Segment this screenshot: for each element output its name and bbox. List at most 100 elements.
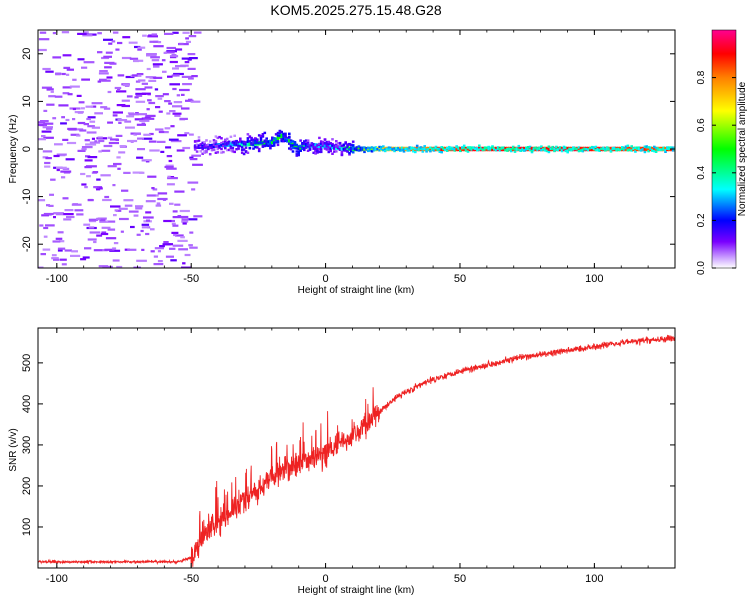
spectrogram-cell (508, 147, 511, 150)
spectrogram-cell (440, 146, 443, 152)
spectrogram-cell (562, 147, 566, 150)
spectrogram-cell (44, 161, 51, 165)
spectrogram-cell (189, 231, 194, 234)
spectrogram-cell (624, 145, 628, 148)
spectrogram-cell (242, 152, 246, 156)
spectrogram-cell (170, 259, 177, 262)
spectrogram-cell (513, 147, 517, 151)
spectrogram-cell (155, 194, 159, 197)
spectrogram-cell (470, 148, 474, 151)
spectrogram-cell (41, 214, 49, 217)
spectrogram-cell (125, 126, 135, 129)
spectrogram-cell (666, 146, 669, 149)
spectrogram-cell (303, 140, 306, 143)
spectrogram-cell (173, 233, 177, 237)
spectrogram-cell (521, 147, 524, 151)
spectrogram-cell (244, 150, 248, 154)
spectrogram-cell (76, 213, 84, 216)
spectrogram-cell (203, 143, 206, 146)
spectrogram-cell (242, 148, 246, 151)
spectrogram-cell (240, 148, 244, 152)
spectrogram-cell (61, 263, 67, 266)
spectrogram-cell (135, 205, 144, 208)
spectrogram-cell (155, 106, 161, 109)
spectrogram-cell (431, 148, 434, 151)
spectrogram-cell (634, 150, 637, 153)
spectrogram-cell (521, 149, 524, 152)
spectrogram-cell (427, 148, 430, 151)
spectrogram-cell (189, 246, 198, 249)
spectrogram-cell (312, 151, 315, 154)
spectrogram-cell (216, 151, 220, 154)
spectrogram-cell (306, 145, 310, 148)
spectrogram-cell (203, 149, 206, 153)
spectrogram-cell (449, 148, 453, 151)
spectrogram-cell (166, 183, 175, 186)
spectrogram-cell (52, 117, 57, 120)
spectrogram-cell (383, 148, 387, 151)
spectrogram-cell (406, 149, 410, 152)
spectrogram-cell (44, 165, 51, 168)
spectrogram-cell (42, 248, 51, 251)
spectrogram-cell (342, 147, 346, 151)
spectrogram-cell (97, 32, 102, 35)
spectrogram-cell (144, 86, 153, 89)
spectrogram-cell (165, 146, 172, 149)
spectrogram-cell (174, 114, 181, 117)
spectrogram-cell (483, 148, 487, 151)
spectrogram-cell (141, 92, 151, 95)
spectrogram-cell (56, 168, 60, 172)
spectrogram-cell (344, 149, 347, 152)
spectrogram-cell (604, 149, 607, 152)
spectrogram-cell (61, 31, 70, 34)
spectrogram-cell (77, 121, 86, 125)
spectrogram-cell (172, 87, 177, 91)
spectrogram-cell (447, 147, 451, 151)
spectrogram-cell (164, 100, 171, 103)
spectrogram-cell (109, 249, 121, 252)
spectrogram-cell (538, 147, 541, 151)
spectrogram-cell (98, 139, 105, 143)
spectrogram-cell (45, 224, 55, 227)
spectrogram-cell (136, 123, 146, 126)
spectrogram-cell (259, 139, 263, 142)
spectrogram-cell (205, 144, 208, 147)
spectrogram-cell (331, 145, 334, 150)
spectrogram-cell (308, 148, 312, 151)
spectrogram-cell (319, 140, 323, 143)
spectrogram-cell (393, 147, 396, 150)
spectrogram-cell (602, 146, 605, 149)
spectrogram-cell (109, 138, 119, 141)
spectrogram-cell (207, 144, 210, 148)
spectrogram-cell (543, 149, 547, 152)
spectrogram-cell (151, 33, 158, 36)
spectrogram-cell (233, 150, 236, 154)
spectrogram-cell (526, 146, 530, 149)
spectrogram-cell (80, 258, 87, 261)
spectrogram-cell (301, 147, 304, 150)
spectrogram-cell (566, 151, 569, 154)
spectrogram-cell (167, 177, 178, 180)
y-tick-label: -20 (21, 236, 33, 252)
spectrogram-cell (224, 138, 227, 141)
spectrogram-cell (160, 150, 165, 153)
spectrogram-cell (417, 148, 421, 152)
spectrogram-cell (84, 139, 90, 142)
spectrogram-cell (82, 34, 93, 37)
spectrogram-cell (346, 146, 349, 151)
spectrogram-cell (594, 148, 598, 152)
spectrogram-cell (415, 148, 419, 151)
spectrogram-cell (64, 209, 74, 212)
spectrogram-cell (579, 146, 583, 152)
spectrogram-cell (83, 31, 89, 34)
colorbar-ticks: 0.0 0.2 0.4 0.6 0.8 (696, 70, 736, 275)
spectrogram-cell (256, 146, 259, 149)
spectrogram-cell (423, 145, 426, 148)
spectrogram-cell (153, 45, 164, 48)
spectrogram-cell (107, 136, 113, 139)
spectrogram-cell (530, 149, 534, 153)
spectrogram-cell (50, 90, 54, 93)
spectrogram-cell (261, 135, 265, 138)
spectrogram-cell (239, 144, 242, 148)
